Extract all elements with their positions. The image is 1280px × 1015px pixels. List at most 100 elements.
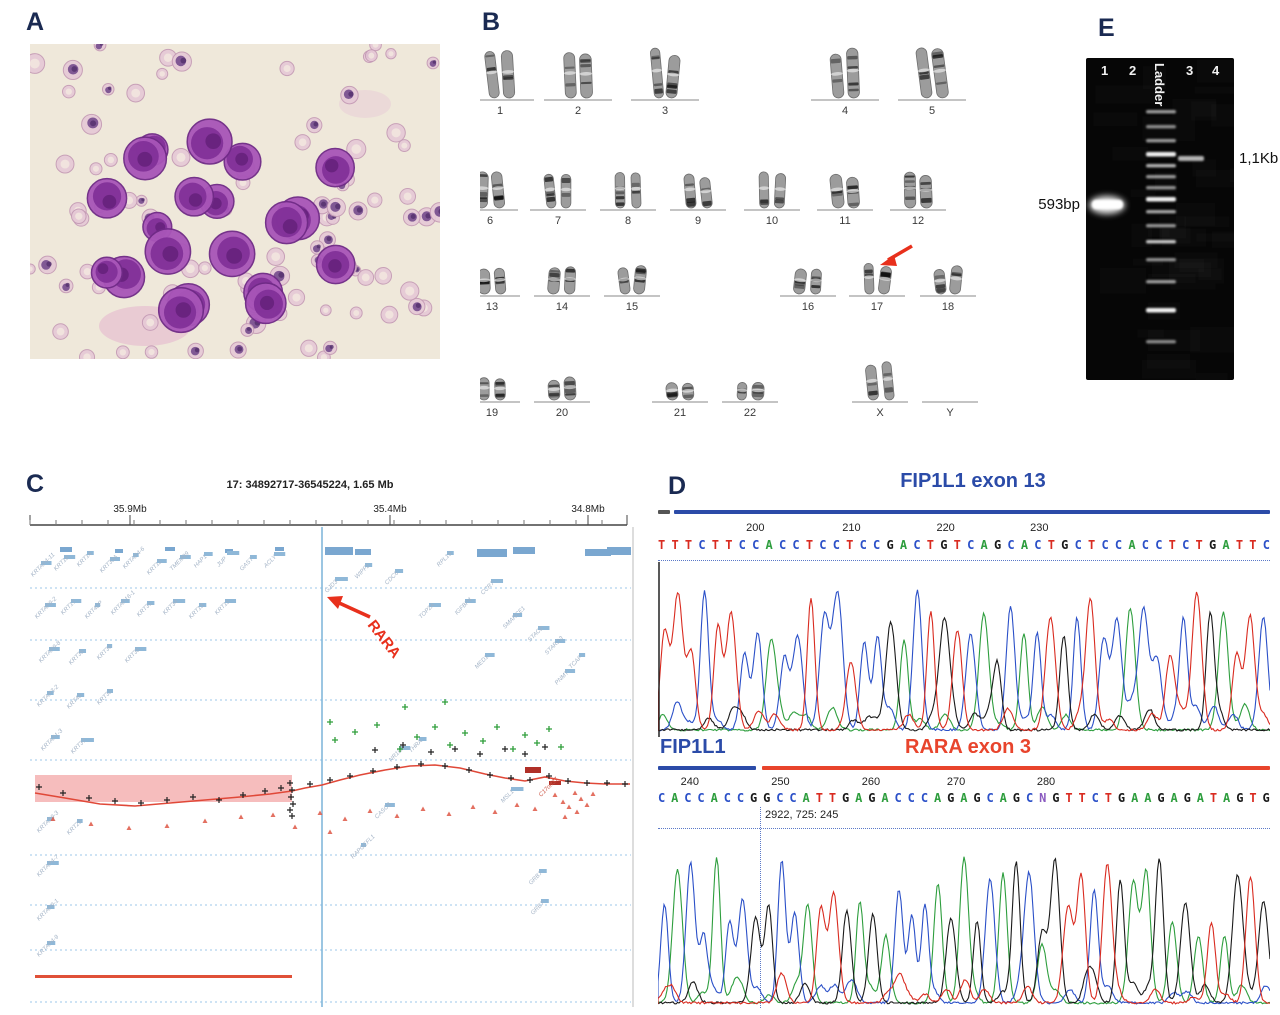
svg-text:KRT14: KRT14 xyxy=(76,551,94,569)
svg-text:18: 18 xyxy=(942,301,954,313)
gel-bands xyxy=(1089,110,1204,344)
svg-text:KRT37: KRT37 xyxy=(70,738,88,756)
svg-text:KRTAP3-2: KRTAP3-2 xyxy=(36,684,61,709)
svg-text:13: 13 xyxy=(486,301,498,313)
svg-text:KRTAP9-2: KRTAP9-2 xyxy=(34,596,59,621)
fip1l1-exon13-title: FIP1L1 exon 13 xyxy=(900,470,1046,492)
fip1l1-label: FIP1L1 xyxy=(660,736,726,758)
svg-text:20: 20 xyxy=(556,407,568,419)
svg-text:KRTAP4-7: KRTAP4-7 xyxy=(36,854,61,879)
svg-text:RAPGEFL1: RAPGEFL1 xyxy=(350,834,376,860)
svg-text:HAP1: HAP1 xyxy=(193,554,208,569)
svg-text:CASC3: CASC3 xyxy=(374,802,393,821)
svg-text:KRT16: KRT16 xyxy=(53,555,71,573)
svg-text:WIPF2: WIPF2 xyxy=(354,563,372,581)
breakpoint-line xyxy=(760,807,761,1008)
bone-marrow-smear-image xyxy=(30,44,440,359)
svg-text:17: 17 xyxy=(871,301,883,313)
top-threshold-line xyxy=(658,560,1270,561)
svg-text:KRT17: KRT17 xyxy=(60,599,78,617)
svg-text:KRT33A: KRT33A xyxy=(99,554,119,574)
svg-text:5: 5 xyxy=(929,105,935,117)
svg-text:2: 2 xyxy=(575,105,581,117)
rara-exon3-title: RARA exon 3 xyxy=(905,736,1031,758)
svg-text:KRTAP9-8: KRTAP9-8 xyxy=(38,640,63,665)
svg-text:KRTAP4-9: KRTAP4-9 xyxy=(36,934,61,959)
svg-text:35.4Mb: 35.4Mb xyxy=(373,504,407,515)
svg-text:KRT15: KRT15 xyxy=(214,599,232,617)
svg-text:MED1: MED1 xyxy=(474,654,490,670)
svg-text:8: 8 xyxy=(625,215,631,227)
gel-lane-2-label: 2 xyxy=(1129,63,1137,78)
svg-text:THRA: THRA xyxy=(408,739,424,755)
svg-text:15: 15 xyxy=(626,301,638,313)
gel-lane-3-label: 3 xyxy=(1186,63,1194,78)
svg-text:MSL1: MSL1 xyxy=(500,789,515,804)
svg-text:KRT13: KRT13 xyxy=(188,603,206,621)
panel-b-label: B xyxy=(482,8,501,36)
svg-text:KRT35: KRT35 xyxy=(68,649,86,667)
svg-text:KRT36: KRT36 xyxy=(96,644,114,662)
svg-text:7: 7 xyxy=(555,215,561,227)
svg-text:35.9Mb: 35.9Mb xyxy=(113,504,147,515)
fip1l1-exon-bar xyxy=(674,510,1270,514)
gel-lane-1-label: 1 xyxy=(1101,63,1109,78)
svg-text:X: X xyxy=(876,407,884,419)
svg-text:RPL19: RPL19 xyxy=(436,551,454,569)
fip1l1-bar xyxy=(658,766,756,770)
panel-a-label: A xyxy=(26,8,45,36)
svg-text:KRT40: KRT40 xyxy=(66,693,84,711)
top-chromatogram xyxy=(658,562,1270,737)
svg-text:TCAP: TCAP xyxy=(568,655,584,671)
svg-text:KRTAP9-1: KRTAP9-1 xyxy=(36,898,60,922)
svg-text:KRTAP4-11: KRTAP4-11 xyxy=(30,552,56,578)
svg-text:4: 4 xyxy=(842,105,848,117)
svg-text:RARA: RARA xyxy=(364,617,404,662)
rara-bar xyxy=(762,766,1270,770)
svg-text:KRTAP16-1: KRTAP16-1 xyxy=(110,590,136,616)
svg-text:NR1D1: NR1D1 xyxy=(388,745,406,763)
svg-text:SMARCE1: SMARCE1 xyxy=(502,606,527,631)
svg-text:16: 16 xyxy=(802,301,814,313)
svg-text:KRTAP4-6: KRTAP4-6 xyxy=(122,546,147,571)
svg-text:KRT42P: KRT42P xyxy=(84,600,104,620)
svg-text:STARD3: STARD3 xyxy=(544,635,565,656)
panel-c-region-title: 17: 34892717-36545224, 1.65 Mb xyxy=(226,479,394,491)
bottom-chromatogram xyxy=(658,856,1270,1005)
panel-e-label: E xyxy=(1098,14,1115,42)
svg-text:1: 1 xyxy=(497,105,503,117)
svg-text:21: 21 xyxy=(674,407,686,419)
band-size-1-1kb-label: 1,1Kb xyxy=(1239,150,1279,167)
panel-d-label: D xyxy=(668,472,687,500)
svg-text:STAC2: STAC2 xyxy=(527,625,545,643)
svg-text:22: 22 xyxy=(744,407,756,419)
bottom-position-scale: 240 250 260 270 280 xyxy=(680,776,1056,788)
svg-text:12: 12 xyxy=(912,215,924,227)
svg-text:KRT32: KRT32 xyxy=(96,689,114,707)
svg-text:KRT38: KRT38 xyxy=(124,647,142,665)
svg-text:KRT31: KRT31 xyxy=(136,601,153,618)
svg-text:Y: Y xyxy=(946,407,954,419)
svg-text:9: 9 xyxy=(695,215,701,227)
svg-text:6: 6 xyxy=(487,215,493,227)
svg-text:19: 19 xyxy=(486,407,498,419)
svg-text:KRT25: KRT25 xyxy=(66,819,84,837)
svg-text:14: 14 xyxy=(556,301,568,313)
gel-lane-4-label: 4 xyxy=(1212,63,1220,78)
svg-text:KRT12: KRT12 xyxy=(146,559,164,577)
svg-text:JUP: JUP xyxy=(215,556,228,569)
svg-text:KRT34: KRT34 xyxy=(162,599,180,617)
exon-bar-left-segment xyxy=(658,510,670,514)
svg-text:TOP2A: TOP2A xyxy=(418,602,436,620)
svg-text:IGFBP4: IGFBP4 xyxy=(454,597,474,617)
gel-lane-ladder-label: Ladder xyxy=(1152,63,1167,107)
svg-text:11: 11 xyxy=(839,215,850,227)
svg-text:3: 3 xyxy=(662,105,668,117)
bottom-threshold-line xyxy=(658,828,1270,829)
svg-text:TMEM99: TMEM99 xyxy=(169,550,191,572)
